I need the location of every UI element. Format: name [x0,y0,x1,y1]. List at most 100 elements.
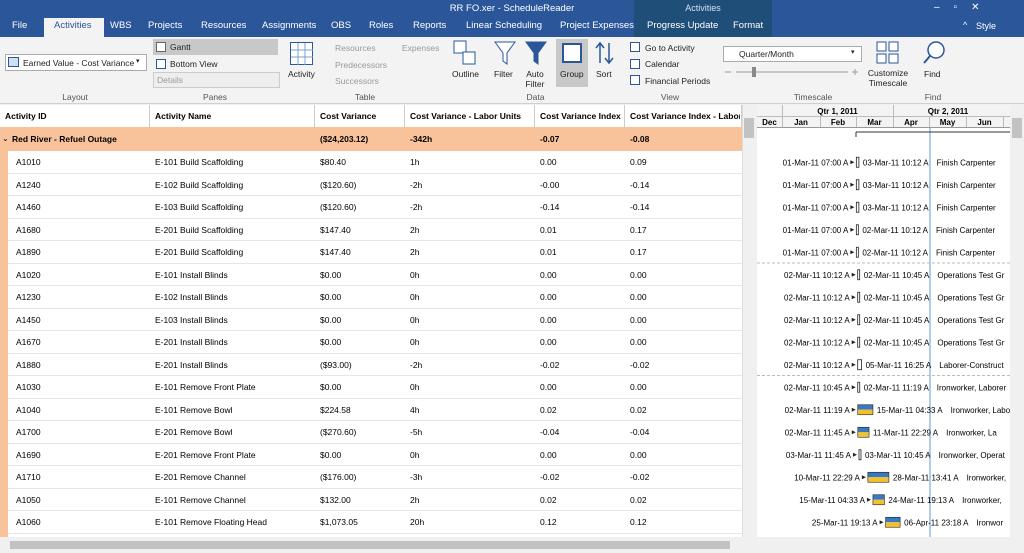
table-cell[interactable]: -0.14 [630,174,739,196]
table-cell[interactable]: 0.00 [630,309,739,331]
table-cell[interactable]: 0.02 [630,399,739,421]
start-label[interactable]: 02-Mar-11 11:19 A [785,406,851,415]
table-cell[interactable]: 0h [410,331,532,353]
table-cell[interactable]: $0.00 [320,309,402,331]
column-header[interactable]: Cost Variance - Labor Units [410,105,533,127]
column-header[interactable]: Activity Name [155,105,313,127]
table-cell[interactable]: E-201 Build Scaffolding [155,241,312,263]
tab[interactable]: File [12,20,27,31]
expenses-button[interactable]: Expenses [402,43,439,53]
table-cell[interactable]: A1880 [16,354,158,376]
table-cell[interactable]: A1890 [16,241,158,263]
start-label[interactable]: 02-Mar-11 10:12 A [784,338,850,347]
financial-periods-button[interactable]: Financial Periods [645,76,710,86]
tab[interactable]: WBS [110,20,132,31]
table-cell[interactable]: $1,073.05 [320,511,402,533]
table-cell[interactable]: E-201 Install Blinds [155,331,312,353]
table-cell[interactable]: 0h [410,376,532,398]
finish-label[interactable]: 11-Mar-11 22:29 A [873,428,939,437]
table-cell[interactable]: 0h [410,264,532,286]
start-label[interactable]: 15-Mar-11 04:33 A [799,496,865,505]
table-cell[interactable]: -0.00 [540,174,622,196]
table-cell[interactable]: 0.00 [630,376,739,398]
table-cell[interactable]: A1010 [16,151,158,173]
resource-label[interactable]: Ironworker, [967,473,1007,482]
table-cell[interactable]: E-201 Remove Channel [155,466,312,488]
tab[interactable]: Resources [201,20,246,31]
scroll-thumb[interactable] [744,118,754,138]
table-cell[interactable]: A1460 [16,196,158,218]
tab[interactable]: Projects [148,20,182,31]
predecessors-button[interactable]: Predecessors [335,60,387,70]
table-cell[interactable]: 0.00 [540,264,622,286]
start-label[interactable]: 02-Mar-11 10:12 A [784,293,850,302]
table-cell[interactable]: E-101 Install Blinds [155,264,312,286]
table-cell[interactable]: 2h [410,219,532,241]
resource-label[interactable]: Finish Carpenter [936,226,995,235]
table-cell[interactable]: E-103 Install Blinds [155,309,312,331]
resource-label[interactable]: Finish Carpenter [936,248,995,257]
auto-filter-button[interactable]: Auto Filter [522,69,548,89]
table-cell[interactable]: ($270.60) [320,421,402,443]
scroll-thumb[interactable] [1012,118,1022,138]
column-header[interactable]: Cost Variance Index [540,105,623,127]
table-cell[interactable]: 0.00 [540,286,622,308]
gantt-hscrollbar[interactable] [757,538,1010,553]
resource-label[interactable]: Operations Test Gr [937,338,1004,347]
table-cell[interactable]: -0.14 [540,196,622,218]
go-to-activity-button[interactable]: Go to Activity [645,43,695,53]
resource-label[interactable]: Ironworker, Operat [939,451,1006,460]
start-label[interactable]: 25-Mar-11 19:13 A [812,518,878,527]
resource-label[interactable]: Laborer-Construct [939,361,1004,370]
bottom-view-button[interactable]: Bottom View [170,59,218,69]
table-cell[interactable]: A1240 [16,174,158,196]
finish-label[interactable]: 03-Mar-11 10:12 A [863,203,929,212]
table-cell[interactable]: 1h [410,151,532,173]
table-cell[interactable]: A1030 [16,376,158,398]
table-cell[interactable]: 0.01 [540,219,622,241]
table-cell[interactable]: $0.00 [320,376,402,398]
resource-label[interactable]: Operations Test Gr [937,271,1004,280]
table-cell[interactable]: 0.12 [630,511,739,533]
resources-button[interactable]: Resources [335,43,376,53]
table-cell[interactable]: 0.00 [630,286,739,308]
table-cell[interactable]: 0.00 [540,444,622,466]
finish-label[interactable]: 24-Mar-11 19:13 A [888,496,954,505]
start-label[interactable]: 10-Mar-11 22:29 A [794,473,860,482]
calendar-button[interactable]: Calendar [645,59,680,69]
table-cell[interactable]: 0.00 [540,309,622,331]
resource-label[interactable]: Ironworker, La [946,428,997,437]
start-label[interactable]: 02-Mar-11 10:12 A [784,361,850,370]
finish-label[interactable]: 03-Mar-11 10:12 A [863,181,929,190]
table-cell[interactable]: $80.40 [320,151,402,173]
table-cell[interactable]: A1040 [16,399,158,421]
table-cell[interactable]: E-101 Remove Bowl [155,399,312,421]
table-cell[interactable]: 0.00 [540,331,622,353]
tab[interactable]: OBS [331,20,351,31]
table-cell[interactable]: $147.40 [320,219,402,241]
finish-label[interactable]: 02-Mar-11 11:19 A [864,383,930,392]
gantt-scrollbar[interactable] [1010,105,1024,537]
tab[interactable]: Progress Update [647,20,718,31]
collapse-toggle[interactable]: ⌄ [2,128,9,150]
table-cell[interactable]: E-201 Install Blinds [155,354,312,376]
finish-label[interactable]: 28-Mar-11 13:41 A [893,473,959,482]
table-cell[interactable]: 0.00 [630,444,739,466]
window-controls[interactable]: –▫✕ [934,2,994,13]
table-cell[interactable]: -5h [410,421,532,443]
start-label[interactable]: 02-Mar-11 10:12 A [784,316,850,325]
table-cell[interactable]: 0.02 [540,399,622,421]
resource-label[interactable]: Ironworker, Laborer [951,406,1010,415]
resource-label[interactable]: Ironworker, [962,496,1002,505]
start-label[interactable]: 02-Mar-11 11:45 A [785,428,851,437]
tab[interactable]: Roles [369,20,393,31]
resource-label[interactable]: Finish Carpenter [937,158,996,167]
resource-label[interactable]: Ironwor [976,518,1003,527]
table-cell[interactable]: A1710 [16,466,158,488]
table-cell[interactable]: $0.00 [320,286,402,308]
finish-label[interactable]: 02-Mar-11 10:12 A [862,226,928,235]
table-cell[interactable]: A1690 [16,444,158,466]
table-cell[interactable]: 0.01 [540,241,622,263]
start-label[interactable]: 01-Mar-11 07:00 A [783,203,849,212]
table-cell[interactable]: 0.09 [630,151,739,173]
